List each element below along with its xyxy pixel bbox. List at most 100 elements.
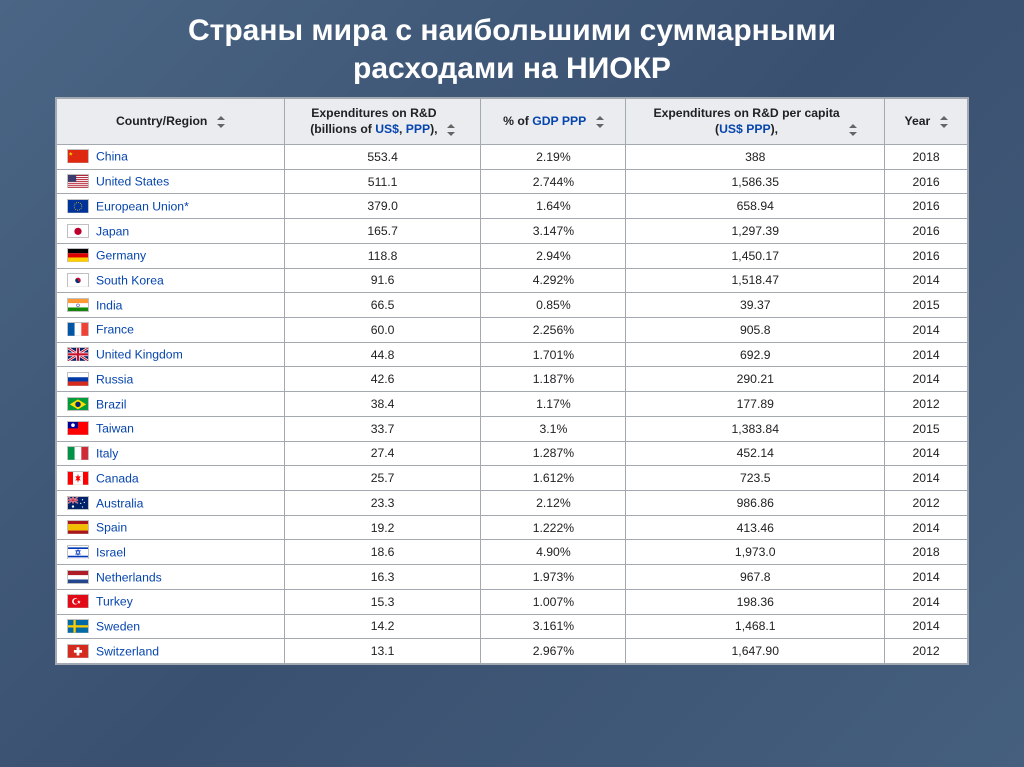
country-link[interactable]: Taiwan	[96, 422, 134, 436]
country-cell: Italy	[57, 441, 285, 466]
table-header-row: Country/Region Expenditures on R&D (bill…	[57, 99, 968, 145]
page-title: Страны мира с наибольшими суммарными рас…	[40, 12, 984, 87]
country-link[interactable]: Japan	[96, 224, 129, 238]
country-link[interactable]: Turkey	[96, 595, 133, 609]
country-cell: Switzerland	[57, 639, 285, 664]
col-header-percapita[interactable]: Expenditures on R&D per capita (US$ PPP)…	[626, 99, 885, 145]
table-row: France60.02.256%905.82014	[57, 317, 968, 342]
link-ppp[interactable]: PPP	[406, 122, 430, 136]
country-link[interactable]: Australia	[96, 496, 143, 510]
year-cell: 2014	[885, 565, 968, 590]
country-link[interactable]: Canada	[96, 472, 139, 486]
country-cell: Israel	[57, 540, 285, 565]
table-row: Switzerland13.12.967%1,647.902012	[57, 639, 968, 664]
exp-cell: 23.3	[284, 491, 481, 516]
country-link[interactable]: South Korea	[96, 274, 164, 288]
country-cell: Japan	[57, 219, 285, 244]
year-cell: 2012	[885, 639, 968, 664]
country-link[interactable]: Israel	[96, 546, 126, 560]
pct-cell: 3.147%	[481, 219, 626, 244]
country-cell: United States	[57, 169, 285, 194]
col-header-year[interactable]: Year	[885, 99, 968, 145]
country-link[interactable]: Italy	[96, 447, 118, 461]
country-link[interactable]: European Union*	[96, 200, 189, 214]
table-row: United States511.12.744%1,586.352016	[57, 169, 968, 194]
country-link[interactable]: Switzerland	[96, 645, 159, 659]
ch-flag-icon	[67, 644, 89, 658]
country-cell: South Korea	[57, 268, 285, 293]
link-ppp-2[interactable]: PPP	[562, 114, 586, 128]
country-cell: Sweden	[57, 614, 285, 639]
title-line-1: Страны мира с наибольшими суммарными	[188, 14, 836, 47]
percap-cell: 723.5	[626, 466, 885, 491]
country-link[interactable]: United Kingdom	[96, 348, 183, 362]
country-link[interactable]: Spain	[96, 521, 127, 535]
exp-cell: 60.0	[284, 317, 481, 342]
exp-cell: 91.6	[284, 268, 481, 293]
percap-cell: 1,518.47	[626, 268, 885, 293]
pct-cell: 1.701%	[481, 342, 626, 367]
percap-cell: 1,586.35	[626, 169, 885, 194]
exp-cell: 14.2	[284, 614, 481, 639]
pct-cell: 1.17%	[481, 392, 626, 417]
col-header-pct-gdp[interactable]: % of GDP PPP	[481, 99, 626, 145]
country-cell: France	[57, 317, 285, 342]
percap-cell: 986.86	[626, 491, 885, 516]
percap-cell: 413.46	[626, 515, 885, 540]
rd-expenditure-table-wrap: Country/Region Expenditures on R&D (bill…	[55, 97, 969, 665]
table-row: Sweden14.23.161%1,468.12014	[57, 614, 968, 639]
percap-cell: 177.89	[626, 392, 885, 417]
percap-cell: 692.9	[626, 342, 885, 367]
pct-cell: 4.292%	[481, 268, 626, 293]
country-cell: China	[57, 144, 285, 169]
country-link[interactable]: China	[96, 150, 128, 164]
table-row: Japan165.73.147%1,297.392016	[57, 219, 968, 244]
year-cell: 2014	[885, 441, 968, 466]
year-cell: 2014	[885, 466, 968, 491]
il-flag-icon	[67, 545, 89, 559]
sort-icon	[447, 124, 455, 136]
country-link[interactable]: France	[96, 323, 134, 337]
col-header-expenditure[interactable]: Expenditures on R&D (billions of US$, PP…	[284, 99, 481, 145]
country-link[interactable]: Russia	[96, 373, 133, 387]
percap-cell: 198.36	[626, 589, 885, 614]
pct-cell: 1.64%	[481, 194, 626, 219]
pct-cell: 3.161%	[481, 614, 626, 639]
de-flag-icon	[67, 248, 89, 262]
pct-cell: 1.222%	[481, 515, 626, 540]
exp-cell: 118.8	[284, 243, 481, 268]
country-link[interactable]: India	[96, 298, 122, 312]
country-link[interactable]: Netherlands	[96, 570, 162, 584]
percap-cell: 1,647.90	[626, 639, 885, 664]
br-flag-icon	[67, 397, 89, 411]
exp-cell: 66.5	[284, 293, 481, 318]
pct-cell: 4.90%	[481, 540, 626, 565]
exp-cell: 15.3	[284, 589, 481, 614]
us-flag-icon	[67, 174, 89, 188]
country-cell: Brazil	[57, 392, 285, 417]
col-header-country[interactable]: Country/Region	[57, 99, 285, 145]
table-row: Netherlands16.31.973%967.82014	[57, 565, 968, 590]
table-row: Australia23.32.12%986.862012	[57, 491, 968, 516]
country-link[interactable]: Germany	[96, 249, 146, 263]
country-cell: India	[57, 293, 285, 318]
year-cell: 2012	[885, 491, 968, 516]
link-ppp-3[interactable]: PPP	[746, 122, 770, 136]
link-usd-2[interactable]: US$	[719, 122, 743, 136]
year-cell: 2018	[885, 144, 968, 169]
country-link[interactable]: United States	[96, 175, 169, 189]
year-cell: 2014	[885, 342, 968, 367]
exp-cell: 13.1	[284, 639, 481, 664]
percap-cell: 1,468.1	[626, 614, 885, 639]
link-usd[interactable]: US$	[375, 122, 399, 136]
pct-cell: 1.007%	[481, 589, 626, 614]
year-cell: 2015	[885, 416, 968, 441]
country-link[interactable]: Brazil	[96, 397, 126, 411]
percap-cell: 452.14	[626, 441, 885, 466]
tw-flag-icon	[67, 421, 89, 435]
table-row: Spain19.21.222%413.462014	[57, 515, 968, 540]
link-gdp[interactable]: GDP	[532, 114, 558, 128]
pct-cell: 0.85%	[481, 293, 626, 318]
es-flag-icon	[67, 520, 89, 534]
country-link[interactable]: Sweden	[96, 620, 140, 634]
